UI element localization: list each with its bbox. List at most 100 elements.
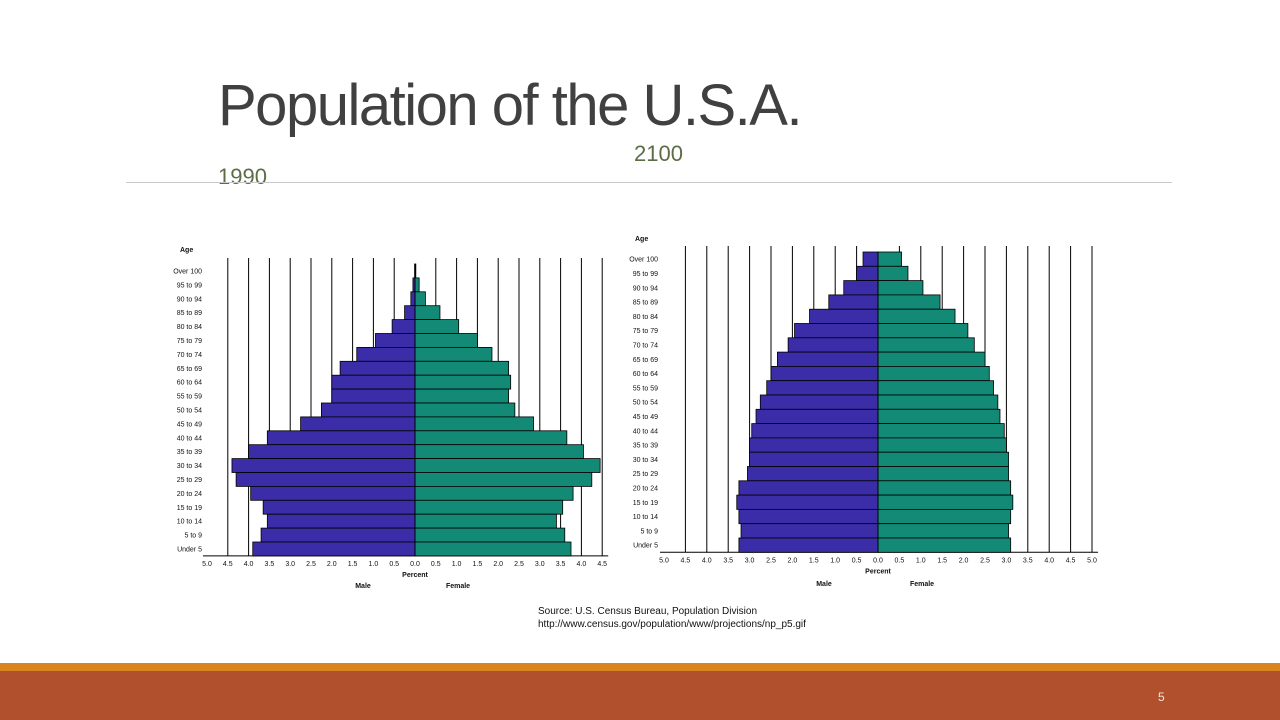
x-tick-label: 4.5: [223, 561, 233, 568]
age-tick-label: 80 to 84: [177, 324, 202, 331]
male-bar: [738, 537, 879, 553]
age-tick-label: 65 to 69: [633, 357, 658, 364]
female-label: Female: [446, 583, 470, 590]
female-bar: [414, 360, 509, 376]
age-tick-label: 50 to 54: [633, 400, 658, 407]
male-bar: [738, 508, 879, 525]
x-tick-label: 4.0: [244, 561, 254, 568]
age-tick-label: 85 to 89: [633, 300, 658, 307]
male-bar: [862, 251, 879, 267]
pyramid-chart-1990: Over 100 95 to 99 90 to 94 85 to 89 80 to 84…: [173, 247, 609, 590]
female-bar: [877, 451, 1009, 467]
age-tick-label: 45 to 49: [633, 414, 658, 421]
male-bar: [266, 430, 416, 446]
male-label: Male: [355, 583, 371, 590]
male-bar: [356, 347, 416, 362]
age-tick-label: 40 to 44: [633, 428, 658, 435]
age-tick-label: 50 to 54: [177, 407, 202, 414]
age-tick-label: 25 to 29: [177, 477, 202, 484]
male-bar: [300, 416, 416, 432]
female-bar: [414, 333, 478, 348]
female-bar: [414, 305, 441, 320]
male-bar: [749, 437, 879, 453]
female-bar: [877, 265, 909, 281]
x-tick-label: 4.5: [597, 561, 607, 568]
x-axis-title: Percent: [402, 572, 428, 579]
x-tick-label: 3.0: [535, 561, 545, 568]
age-tick-label: 20 to 24: [633, 485, 658, 492]
male-bar: [740, 523, 879, 539]
male-bar: [320, 402, 416, 418]
male-bar: [410, 291, 416, 307]
x-tick-label: 0.5: [895, 557, 905, 564]
x-tick-label: 1.5: [809, 557, 819, 564]
age-tick-label: 15 to 19: [633, 500, 658, 507]
male-bar: [736, 494, 879, 510]
male-bar: [331, 374, 416, 390]
male-bar: [260, 527, 416, 543]
male-bar: [777, 351, 879, 367]
male-bar: [235, 472, 416, 487]
female-bar: [414, 527, 566, 543]
age-tick-label: 5 to 9: [640, 528, 658, 535]
female-bar: [877, 380, 994, 396]
age-tick-label: 35 to 39: [177, 449, 202, 456]
x-tick-label: 0.5: [852, 557, 862, 564]
female-bar: [877, 437, 1007, 453]
pyramid-chart-2100: Over 100 95 to 99 90 to 94 85 to 89 80 to 84…: [629, 236, 1098, 588]
female-bar: [877, 294, 941, 310]
female-bar: [877, 537, 1012, 553]
source-url: http://www.census.gov/population/www/pro…: [538, 619, 806, 630]
female-bar: [877, 480, 1012, 496]
x-tick-label: 0.5: [431, 561, 441, 568]
age-tick-label: Over 100: [629, 257, 658, 264]
x-tick-label: 2.0: [327, 561, 337, 568]
x-tick-label: 2.5: [514, 561, 524, 568]
x-tick-label: 4.5: [1066, 557, 1076, 564]
age-tick-label: 95 to 99: [177, 282, 202, 289]
age-tick-label: 10 to 14: [177, 519, 202, 526]
age-tick-label: 60 to 64: [177, 380, 202, 387]
x-tick-label: 1.0: [369, 561, 379, 568]
female-bar: [877, 466, 1009, 482]
male-bar: [339, 360, 416, 376]
male-bar: [331, 388, 416, 404]
x-tick-label: 2.5: [980, 557, 990, 564]
x-tick-label: 5.0: [1087, 557, 1097, 564]
age-tick-label: 80 to 84: [633, 314, 658, 321]
male-bar: [787, 337, 879, 353]
x-tick-label: 1.0: [916, 557, 926, 564]
female-bar: [877, 308, 956, 324]
age-tick-label: 90 to 94: [633, 285, 658, 292]
age-tick-label: 90 to 94: [177, 296, 202, 303]
age-tick-label: 10 to 14: [633, 514, 658, 521]
female-bar: [877, 523, 1009, 539]
female-bar: [877, 251, 902, 267]
age-tick-label: 60 to 64: [633, 371, 658, 378]
age-tick-label: 35 to 39: [633, 443, 658, 450]
x-tick-label: 3.5: [556, 561, 566, 568]
female-bar: [414, 513, 557, 529]
x-tick-label: 2.0: [959, 557, 969, 564]
female-bar: [414, 472, 593, 487]
x-tick-label: 5.0: [659, 557, 669, 564]
female-bar: [877, 394, 999, 410]
age-tick-label: 40 to 44: [177, 435, 202, 442]
female-bar: [414, 430, 568, 446]
male-bar: [262, 499, 416, 515]
x-tick-label: 4.0: [577, 561, 587, 568]
age-tick-label: 75 to 79: [177, 338, 202, 345]
female-bar: [414, 541, 572, 557]
source-line: Source: U.S. Census Bureau, Population D…: [538, 606, 758, 617]
female-label: Female: [910, 581, 934, 588]
y-axis-title: Age: [180, 247, 193, 254]
age-tick-label: 30 to 34: [633, 457, 658, 464]
age-tick-label: Over 100: [173, 268, 202, 275]
x-tick-label: 3.5: [1023, 557, 1033, 564]
female-bar: [877, 423, 1005, 439]
male-bar: [248, 444, 416, 459]
footer-bar: [0, 671, 1280, 720]
male-bar: [770, 365, 879, 382]
x-tick-label: 3.0: [745, 557, 755, 564]
age-tick-label: 5 to 9: [184, 533, 202, 540]
